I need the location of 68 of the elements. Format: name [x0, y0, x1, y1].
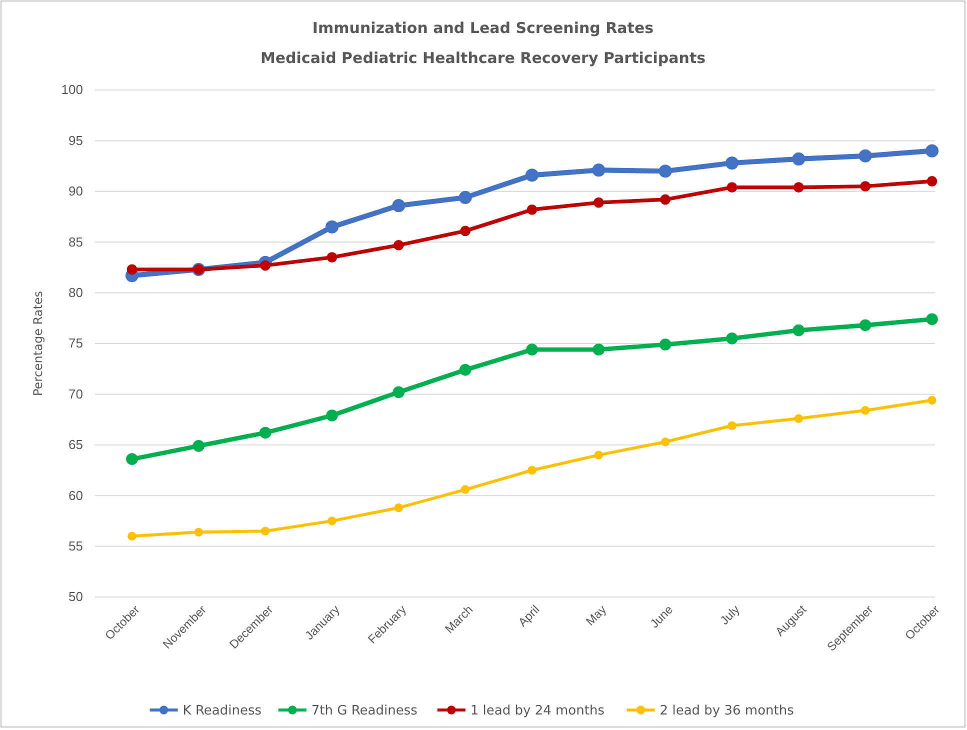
y-tick-label: 70 — [68, 386, 83, 402]
point — [128, 532, 136, 541]
y-tick-label: 100 — [61, 82, 83, 98]
point — [926, 176, 938, 186]
legend-label: 7th G Readiness — [311, 704, 418, 719]
point — [459, 364, 472, 376]
point — [326, 252, 338, 262]
point — [658, 164, 672, 178]
point — [792, 152, 806, 166]
point — [592, 344, 605, 356]
point — [526, 204, 538, 215]
point — [260, 526, 270, 536]
legend-label: K Readiness — [182, 704, 262, 719]
point — [394, 503, 404, 512]
point — [528, 466, 536, 475]
point — [728, 421, 736, 430]
point — [659, 338, 672, 350]
point — [860, 406, 870, 415]
point — [860, 181, 871, 192]
y-tick-label: 50 — [68, 589, 83, 604]
legend-label: 1 lead by 24 months — [470, 704, 605, 719]
chart-subtitle: Medicaid Pediatric Healthcare Recovery Participants — [260, 49, 706, 67]
y-tick-label: 90 — [68, 184, 83, 199]
point — [328, 516, 336, 526]
point — [925, 144, 939, 158]
legend-label: 2 lead by 36 months — [660, 704, 794, 719]
x-tick-label: May — [583, 602, 609, 628]
point — [793, 182, 804, 193]
point — [660, 194, 671, 205]
point — [928, 396, 936, 405]
point — [794, 414, 804, 423]
y-tick-label: 60 — [68, 488, 83, 503]
y-tick-label: 85 — [68, 234, 83, 250]
y-tick-label: 65 — [68, 437, 83, 452]
point — [725, 156, 739, 170]
point — [325, 220, 339, 234]
point — [126, 453, 138, 465]
point — [592, 164, 606, 177]
x-tick-label: July — [717, 602, 742, 628]
point — [392, 199, 406, 212]
point — [460, 226, 471, 236]
chart-title: Immunization and Lead Screening Rates — [312, 19, 654, 37]
point — [259, 426, 272, 439]
point — [392, 386, 405, 398]
point — [594, 450, 604, 460]
point — [260, 260, 271, 271]
point — [326, 410, 338, 422]
point — [726, 332, 738, 344]
point — [393, 240, 404, 250]
point — [194, 528, 204, 536]
point — [126, 264, 138, 275]
point — [526, 344, 538, 356]
point — [926, 313, 938, 326]
point — [660, 437, 670, 446]
y-tick-label: 55 — [68, 538, 83, 554]
y-tick-label: 75 — [68, 336, 83, 351]
point — [859, 319, 872, 332]
point — [726, 182, 738, 193]
y-tick-label: 95 — [68, 132, 83, 148]
point — [593, 197, 604, 208]
point — [192, 440, 205, 452]
point — [458, 190, 472, 204]
point — [858, 149, 872, 162]
y-axis-title: Percentage Rates — [31, 290, 45, 396]
point — [792, 324, 805, 336]
point — [525, 168, 539, 182]
y-tick-label: 80 — [68, 284, 83, 300]
point — [460, 485, 470, 494]
